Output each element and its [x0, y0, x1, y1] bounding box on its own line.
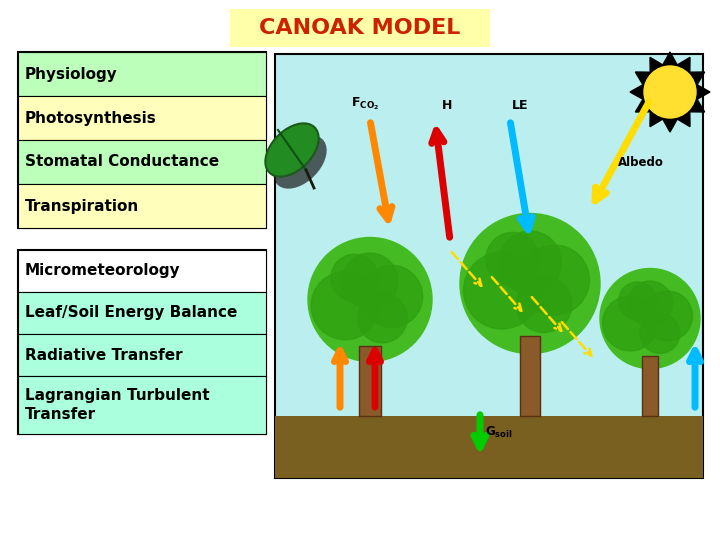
FancyBboxPatch shape	[18, 140, 266, 184]
FancyBboxPatch shape	[18, 250, 266, 434]
FancyBboxPatch shape	[642, 356, 658, 416]
Circle shape	[460, 213, 600, 354]
Text: Micrometeorology: Micrometeorology	[25, 264, 181, 279]
FancyBboxPatch shape	[520, 336, 540, 416]
Circle shape	[628, 281, 672, 326]
Circle shape	[516, 276, 572, 333]
FancyBboxPatch shape	[18, 376, 266, 434]
FancyBboxPatch shape	[275, 54, 703, 478]
Circle shape	[640, 314, 680, 354]
Text: $\mathbf{LE}$: $\mathbf{LE}$	[511, 99, 528, 112]
Circle shape	[486, 232, 539, 286]
Text: Leaf/Soil Energy Balance: Leaf/Soil Energy Balance	[25, 306, 238, 321]
Circle shape	[358, 293, 408, 343]
Polygon shape	[274, 136, 327, 188]
Text: $\mathbf{G_{soil}}$: $\mathbf{G_{soil}}$	[485, 424, 513, 440]
Circle shape	[311, 272, 379, 340]
Circle shape	[600, 268, 700, 368]
Circle shape	[308, 238, 432, 361]
Circle shape	[331, 254, 378, 301]
Circle shape	[644, 66, 696, 118]
Circle shape	[498, 231, 562, 294]
Text: Photosynthesis: Photosynthesis	[25, 111, 157, 125]
Text: CANOAK MODEL: CANOAK MODEL	[259, 18, 461, 38]
Circle shape	[342, 253, 398, 309]
FancyBboxPatch shape	[18, 250, 266, 292]
FancyBboxPatch shape	[18, 334, 266, 376]
FancyBboxPatch shape	[18, 184, 266, 228]
FancyBboxPatch shape	[230, 9, 490, 47]
Text: Stomatal Conductance: Stomatal Conductance	[25, 154, 219, 170]
Text: Physiology: Physiology	[25, 66, 118, 82]
FancyBboxPatch shape	[359, 346, 381, 416]
FancyBboxPatch shape	[18, 52, 266, 96]
Polygon shape	[266, 123, 319, 177]
FancyBboxPatch shape	[18, 96, 266, 140]
Circle shape	[603, 296, 657, 351]
Polygon shape	[630, 52, 710, 132]
Circle shape	[464, 252, 541, 329]
Text: Lagrangian Turbulent
Transfer: Lagrangian Turbulent Transfer	[25, 388, 210, 422]
Text: $\mathbf{H}$: $\mathbf{H}$	[441, 99, 453, 112]
FancyBboxPatch shape	[18, 292, 266, 334]
Text: Radiative Transfer: Radiative Transfer	[25, 348, 183, 362]
Text: Transpiration: Transpiration	[25, 199, 139, 213]
Text: Albedo: Albedo	[618, 156, 664, 168]
FancyBboxPatch shape	[18, 52, 266, 228]
Circle shape	[618, 282, 657, 320]
Circle shape	[520, 245, 590, 315]
FancyBboxPatch shape	[275, 416, 703, 478]
Circle shape	[361, 265, 423, 327]
Circle shape	[642, 291, 693, 341]
Text: $\mathbf{F_{CO_2}}$: $\mathbf{F_{CO_2}}$	[351, 96, 379, 112]
